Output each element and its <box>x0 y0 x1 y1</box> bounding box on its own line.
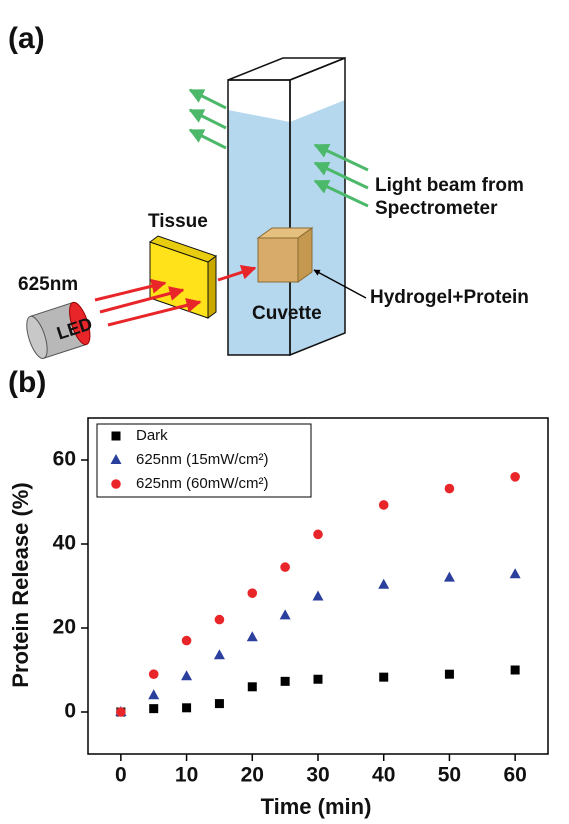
marker-square <box>111 431 121 441</box>
marker-square <box>182 703 192 713</box>
legend-label: 625nm (60mW/cm²) <box>136 475 269 492</box>
marker-circle <box>181 635 192 646</box>
y-tick-label: 60 <box>53 448 76 471</box>
marker-square <box>214 699 224 709</box>
marker-square <box>444 669 454 679</box>
marker-circle <box>510 472 520 482</box>
panel-label: (b) <box>8 366 46 399</box>
marker-triangle <box>312 590 324 601</box>
x-tick-label: 60 <box>503 764 526 787</box>
y-tick-label: 40 <box>53 532 76 555</box>
marker-triangle <box>213 649 225 660</box>
hydrogel-label: Hydrogel+Protein <box>370 287 529 308</box>
marker-square <box>313 674 323 684</box>
legend-box <box>96 423 312 498</box>
marker-square <box>280 676 290 686</box>
marker-triangle <box>110 454 122 464</box>
legend-label: 625nm (15mW/cm²) <box>136 451 269 468</box>
y-tick-label: 0 <box>64 700 76 723</box>
tissue-label: Tissue <box>148 211 208 232</box>
legend-label: Dark <box>136 427 168 444</box>
x-axis-title: Time (min) <box>261 794 372 819</box>
panel-label: (a) <box>8 22 45 55</box>
marker-circle <box>116 707 126 717</box>
x-tick-label: 30 <box>306 764 329 787</box>
cuvette-label: Cuvette <box>252 303 322 324</box>
beam-label: Light beam from <box>375 175 524 196</box>
marker-triangle <box>509 568 521 579</box>
y-axis-title: Protein Release (%) <box>8 482 33 687</box>
marker-triangle <box>246 631 258 642</box>
y-tick-label: 20 <box>53 616 76 639</box>
x-tick-label: 40 <box>372 764 395 787</box>
marker-circle <box>313 529 323 540</box>
marker-triangle <box>148 689 160 700</box>
marker-square <box>247 682 257 692</box>
x-tick-label: 50 <box>438 764 461 787</box>
marker-circle <box>148 669 159 679</box>
marker-circle <box>111 479 121 489</box>
marker-circle <box>444 483 455 494</box>
marker-square <box>510 665 520 675</box>
marker-square <box>149 704 159 714</box>
marker-square <box>379 672 389 682</box>
marker-triangle <box>181 670 193 681</box>
marker-circle <box>378 500 389 510</box>
marker-circle <box>280 562 290 572</box>
schematic <box>26 56 369 359</box>
wavelength-label: 625nm <box>18 274 78 295</box>
marker-circle <box>214 614 225 625</box>
beam-label: Spectrometer <box>375 198 498 219</box>
marker-triangle <box>378 578 390 589</box>
x-tick-label: 0 <box>115 764 127 787</box>
marker-triangle <box>443 571 455 582</box>
x-tick-label: 10 <box>175 764 198 787</box>
marker-triangle <box>279 609 291 620</box>
x-tick-label: 20 <box>241 764 264 787</box>
marker-circle <box>247 588 258 598</box>
